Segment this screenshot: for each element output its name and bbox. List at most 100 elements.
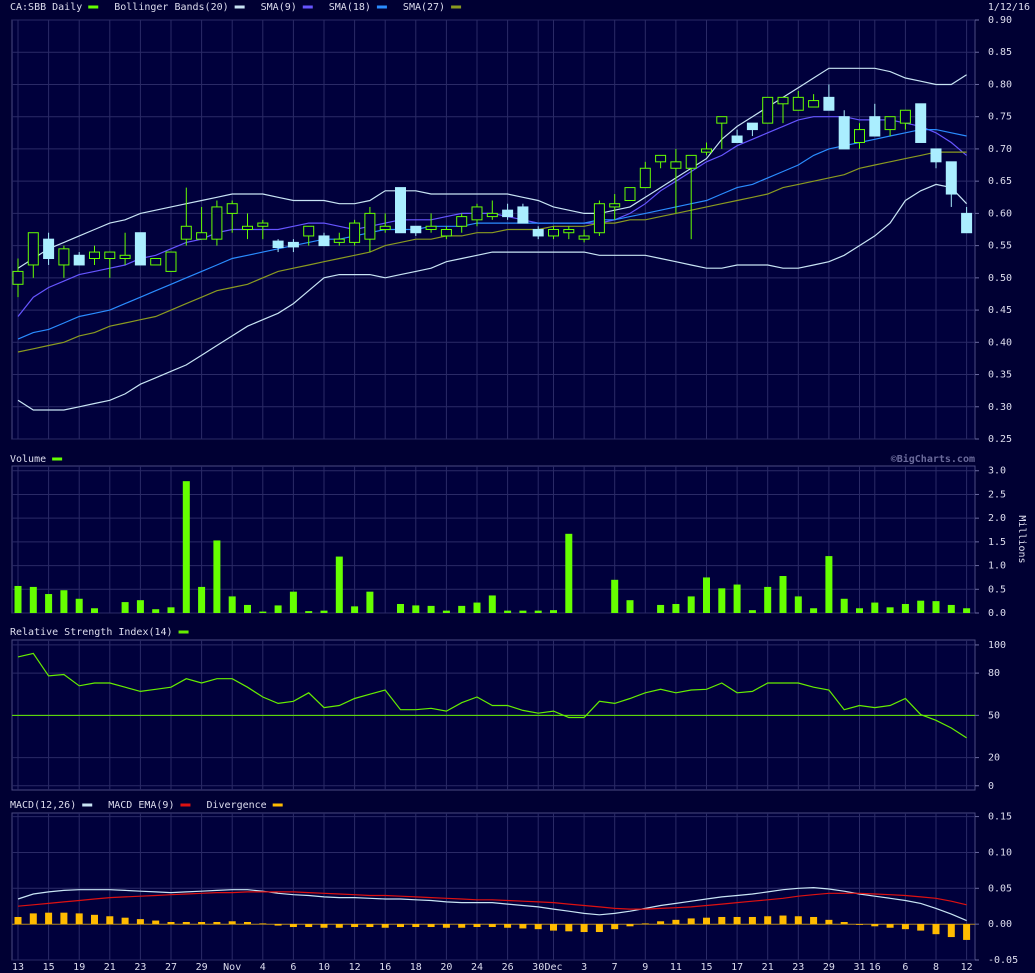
- volume-bar: [305, 611, 313, 613]
- x-tick-label: 26: [502, 962, 514, 973]
- y-tick-label: 3.0: [988, 466, 1006, 477]
- divergence-bar: [932, 924, 940, 935]
- sma-line: [17, 129, 967, 340]
- x-tick-label: 27: [165, 962, 177, 973]
- y-tick-label: 0.40: [988, 337, 1012, 348]
- divergence-bar: [366, 924, 374, 928]
- y-tick-label: 0: [988, 781, 994, 792]
- macd-line: [17, 891, 967, 910]
- candle-body: [27, 232, 39, 266]
- y-tick-label: 0.85: [988, 47, 1012, 58]
- y-tick-label: 0.45: [988, 305, 1012, 316]
- candle-body: [486, 212, 498, 218]
- x-tick-label: 15: [43, 962, 55, 973]
- volume-bar: [794, 596, 802, 613]
- divergence-bar: [244, 921, 251, 925]
- candle-body: [150, 258, 162, 266]
- candle-body: [303, 225, 315, 237]
- y-tick-label: 0.5: [988, 584, 1006, 595]
- divergence-bar: [320, 924, 328, 928]
- volume-bar: [932, 601, 940, 613]
- divergence-bar: [136, 919, 144, 925]
- volume-bar: [657, 604, 665, 613]
- divergence-bar: [687, 918, 695, 925]
- volume-bar: [871, 602, 879, 613]
- candle-body: [242, 225, 253, 230]
- legend-label: MACD EMA(9): [108, 800, 174, 811]
- volume-bar: [274, 605, 282, 613]
- divergence-bar: [335, 924, 343, 928]
- volume-bar: [75, 598, 83, 613]
- plot-area: [11, 19, 976, 440]
- candle-body: [104, 251, 116, 260]
- candle-body: [777, 96, 789, 105]
- divergence-bar: [764, 916, 772, 925]
- divergence-bar: [381, 924, 389, 928]
- x-tick-label: 29: [823, 962, 835, 973]
- legend-label: Relative Strength Index(14): [10, 627, 173, 638]
- legend-label: CA:SBB Daily: [10, 2, 82, 13]
- volume-bar: [856, 608, 863, 613]
- x-tick-label: 6: [290, 962, 296, 973]
- divergence-bar: [519, 924, 527, 929]
- divergence-bar: [748, 916, 756, 925]
- y-tick-label: 0.05: [988, 883, 1012, 894]
- volume-bar: [687, 596, 695, 613]
- volume-bar: [397, 603, 404, 613]
- volume-bar: [152, 609, 160, 613]
- volume-bar: [718, 588, 726, 613]
- divergence-bar: [152, 920, 160, 925]
- volume-bar: [825, 556, 833, 613]
- candle-body: [701, 148, 712, 153]
- volume-bar: [198, 586, 206, 613]
- y-tick-label: 0.0: [988, 608, 1006, 619]
- x-tick-label: 24: [471, 962, 483, 973]
- volume-bar: [504, 610, 512, 613]
- candle-body: [624, 187, 636, 201]
- candle-body: [318, 235, 330, 247]
- divergence-bar: [641, 923, 649, 925]
- divergence-bar: [45, 912, 53, 925]
- volume-bar: [442, 610, 450, 613]
- volume-bar: [886, 607, 894, 613]
- volume-bar: [519, 610, 527, 613]
- volume-bar: [320, 610, 328, 613]
- volume-bar: [748, 610, 756, 613]
- x-tick-label: 19: [73, 962, 85, 973]
- candle-body: [165, 251, 177, 272]
- x-tick-label: 23: [134, 962, 146, 973]
- x-tick-label: 13: [12, 962, 24, 973]
- candle-body: [333, 238, 345, 243]
- divergence-bar: [779, 915, 787, 925]
- candle-body: [502, 209, 514, 218]
- candle-body: [808, 100, 820, 108]
- divergence-bar: [29, 913, 37, 925]
- x-tick-label: 8: [933, 962, 939, 973]
- candle-body: [670, 161, 682, 169]
- divergence-bar: [565, 924, 573, 932]
- divergence-bar: [901, 924, 909, 930]
- volume-bar: [611, 579, 619, 613]
- y-tick-label: 0.25: [988, 434, 1012, 445]
- x-tick-label: 21: [762, 962, 774, 973]
- plot-area: [11, 465, 976, 614]
- divergence-bar: [397, 924, 404, 928]
- candle-body: [517, 206, 529, 224]
- divergence-bar: [886, 924, 894, 928]
- candle-body: [961, 212, 973, 234]
- divergence-bar: [794, 916, 802, 925]
- candle-body: [119, 254, 131, 260]
- volume-bar: [840, 598, 848, 613]
- volume-bar: [289, 591, 297, 613]
- candle-body: [425, 225, 437, 230]
- candle-body: [364, 212, 376, 240]
- candle-body: [792, 96, 804, 111]
- x-tick-label: 4: [260, 962, 266, 973]
- divergence-bar: [703, 917, 710, 925]
- candle-body: [716, 116, 728, 124]
- divergence-bar: [611, 924, 619, 930]
- candle-body: [89, 251, 100, 260]
- volume-bar: [121, 602, 129, 613]
- candle-body: [915, 103, 927, 143]
- y-tick-label: -0.05: [988, 955, 1018, 966]
